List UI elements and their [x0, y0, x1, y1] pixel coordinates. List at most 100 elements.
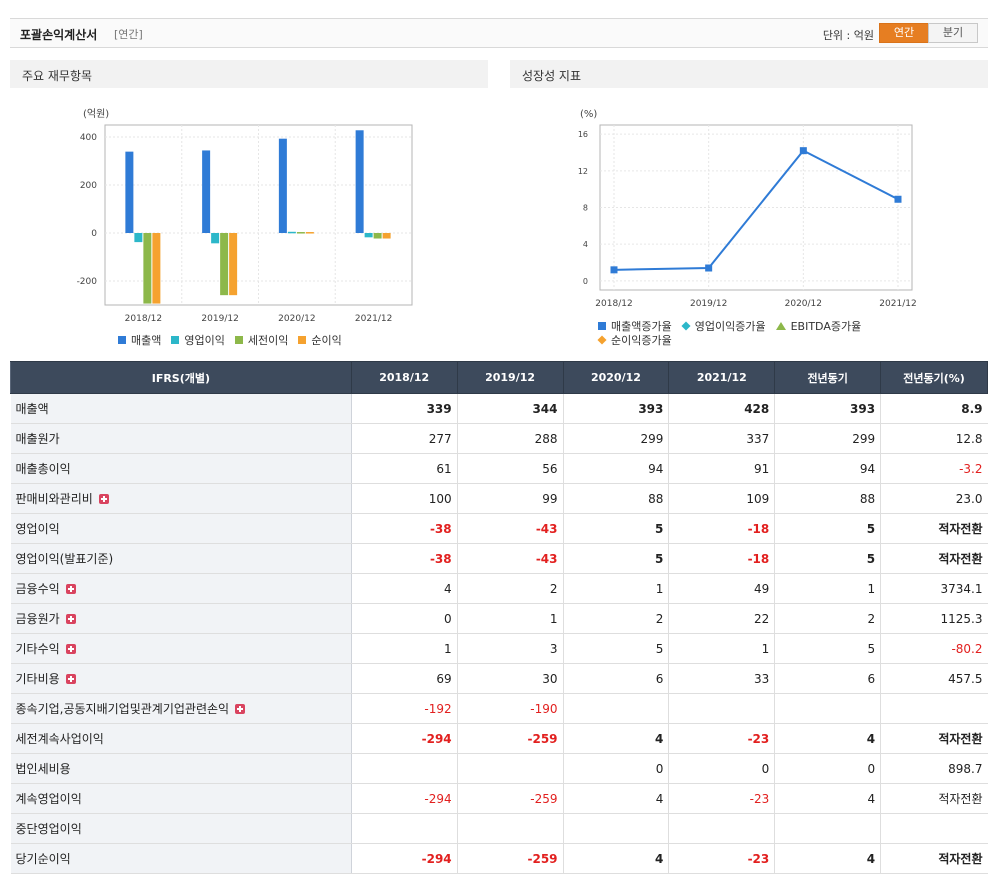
table-cell: 적자전환 [880, 543, 988, 574]
table-cell: 적자전환 [880, 513, 988, 544]
x-tick-label: 2020/12 [278, 314, 315, 324]
row-label-cell: 중단영업이익 [10, 813, 352, 844]
column-header: 2020/12 [562, 361, 670, 394]
row-label: 세전계속사업이익 [15, 732, 104, 746]
table-cell: 339 [350, 393, 458, 424]
table-cell: 적자전환 [880, 843, 988, 874]
table-cell: -192 [350, 693, 458, 724]
data-point [610, 266, 618, 274]
y-tick-label: -200 [77, 277, 98, 287]
table-cell: 61 [350, 453, 458, 484]
expand-plus-icon[interactable] [65, 644, 76, 654]
table-cell [774, 813, 881, 844]
table-cell [668, 693, 775, 724]
expand-plus-icon[interactable] [65, 674, 76, 684]
table-cell: 49 [668, 573, 775, 604]
expand-plus-icon[interactable] [235, 704, 246, 714]
expand-plus-icon[interactable] [65, 584, 76, 594]
table-row: 중단영업이익 [10, 813, 988, 844]
legend-marker-icon [598, 322, 606, 330]
row-label: 중단영업이익 [15, 822, 82, 836]
table-cell: -294 [350, 723, 458, 754]
table-cell: 1 [562, 573, 669, 604]
column-header: IFRS(개별) [10, 361, 352, 394]
table-cell: 6 [562, 663, 669, 694]
table-cell: 299 [562, 423, 669, 454]
table-cell: 1 [774, 573, 881, 604]
bar [229, 233, 238, 296]
table-cell: 337 [668, 423, 775, 454]
bar [220, 233, 229, 296]
data-point [799, 147, 807, 155]
y-tick-label: 0 [583, 277, 588, 286]
legend-marker-icon [775, 322, 786, 330]
legend-swatch [171, 336, 180, 344]
table-cell: 적자전환 [880, 723, 988, 754]
expand-plus-icon[interactable] [65, 614, 76, 624]
row-label: 법인세비용 [15, 762, 71, 776]
table-cell: 109 [668, 483, 775, 514]
table-cell: 4 [350, 573, 458, 604]
table-cell: 1125.3 [880, 603, 988, 634]
row-label: 영업이익(발표기준) [15, 552, 114, 566]
x-tick-label: 2019/12 [690, 299, 727, 309]
financials-bar-chart: -200 0 200 400 (억원) 2018/12 2019/12 2020/12 2021… [77, 108, 413, 324]
legend-marker-icon [597, 335, 607, 345]
table-cell: 22 [668, 603, 775, 634]
table-cell: 3 [456, 633, 564, 664]
row-label-cell: 기타비용 [10, 663, 352, 694]
legend-item: 매출액 [118, 333, 161, 347]
table-cell: -23 [668, 783, 775, 814]
bar [305, 232, 314, 234]
row-label-cell: 계속영업이익 [10, 783, 352, 814]
data-point [705, 264, 713, 272]
growth-line-chart: 0 4 8 12 16 (%) 2018/12 2019/12 2020/12 2021/12 [578, 109, 917, 309]
table-cell: -43 [456, 543, 564, 574]
y-tick-label: 8 [583, 204, 588, 213]
table-cell: 23.0 [880, 483, 988, 514]
column-header: 전년동기(%) [880, 361, 988, 394]
row-label: 영업이익 [15, 522, 60, 536]
quarterly-button[interactable]: 분기 [928, 23, 978, 43]
table-cell: 적자전환 [880, 783, 988, 814]
legend-swatch [118, 336, 126, 344]
expand-plus-icon[interactable] [98, 494, 109, 504]
table-cell: 0 [668, 753, 775, 784]
table-row: 매출액 339 344 393 428 393 8.9 [10, 393, 988, 424]
row-label: 계속영업이익 [15, 792, 82, 806]
column-header: 전년동기 [774, 361, 882, 394]
row-label-cell: 기타수익 [10, 633, 352, 664]
table-row: 매출총이익 61 56 94 91 94 -3.2 [10, 453, 988, 484]
y-tick-label: 12 [578, 167, 588, 176]
table-cell [562, 813, 669, 844]
row-label-cell: 매출액 [10, 393, 352, 424]
table-cell: 898.7 [880, 753, 988, 784]
row-label: 판매비와관리비 [15, 492, 93, 506]
table-row: 법인세비용 0 0 0 898.7 [10, 753, 988, 784]
table-cell: 428 [668, 393, 775, 424]
table-cell: 88 [774, 483, 881, 514]
column-header: 2019/12 [456, 361, 564, 394]
table-row: 종속기업,공동지배기업및관계기업관련손익 -192 -190 [10, 693, 988, 724]
table-row: 세전계속사업이익 -294 -259 4 -23 4 적자전환 [10, 723, 988, 754]
table-cell: 288 [456, 423, 564, 454]
y-tick-label: 400 [80, 133, 97, 143]
table-cell [562, 693, 669, 724]
table-cell: 100 [350, 483, 458, 514]
row-label-cell: 당기순이익 [10, 843, 352, 874]
row-label: 당기순이익 [15, 852, 71, 866]
table-cell: 5 [774, 513, 881, 544]
x-tick-label: 2019/12 [201, 314, 238, 324]
table-row: 당기순이익 -294 -259 4 -23 4 적자전환 [10, 843, 988, 874]
table-cell: 4 [774, 723, 881, 754]
y-tick-label: 4 [583, 240, 588, 249]
annual-button[interactable]: 연간 [879, 23, 929, 43]
table-row: 판매비와관리비 100 99 88 109 88 23.0 [10, 483, 988, 514]
bar [134, 233, 143, 243]
row-label-cell: 매출원가 [10, 423, 352, 454]
series-line [613, 149, 899, 271]
table-cell: 0 [562, 753, 669, 784]
table-cell: 5 [562, 513, 669, 544]
table-cell: -190 [456, 693, 564, 724]
table-cell: 6 [774, 663, 881, 694]
